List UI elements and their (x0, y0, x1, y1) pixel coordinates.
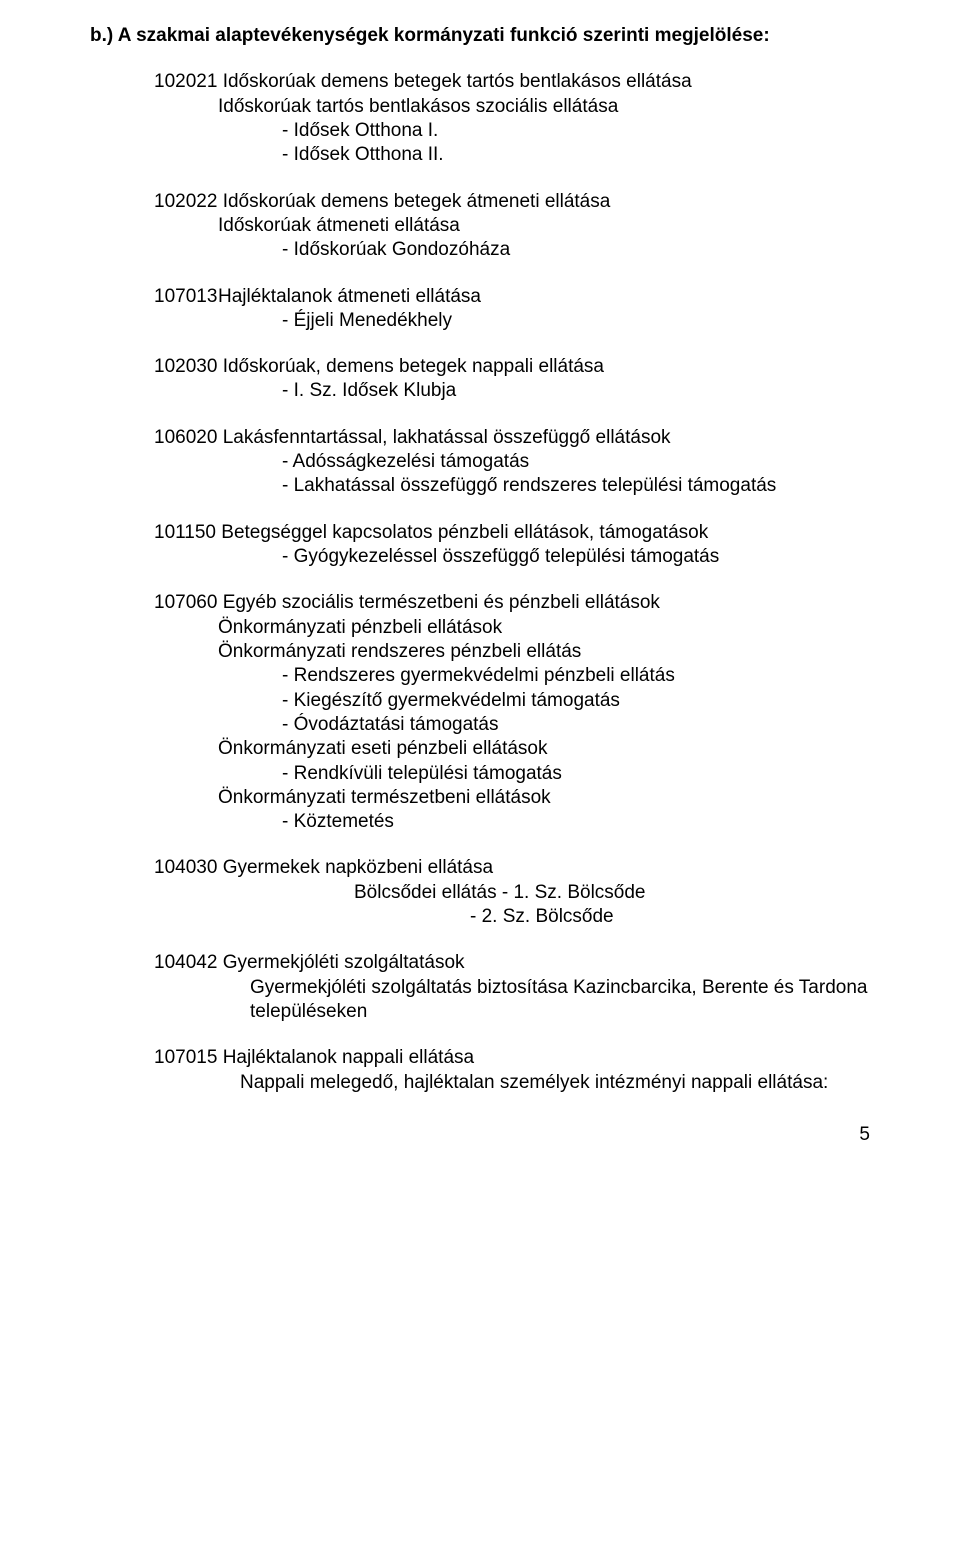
entry-102030: 102030 Időskorúak, demens betegek nappal… (90, 355, 870, 404)
entry-106020-sub1: - Adósságkezelési támogatás (90, 450, 870, 474)
entry-107013-sub1: - Éjjeli Menedékhely (90, 309, 870, 333)
entry-107015: 107015 Hajléktalanok nappali ellátása Na… (90, 1046, 870, 1095)
entry-102022-sub2: - Időskorúak Gondozóháza (90, 238, 870, 262)
entry-104030-title: Gyermekek napközbeni ellátása (223, 857, 493, 878)
entry-102022: 102022 Időskorúak demens betegek átmenet… (90, 190, 870, 263)
entry-107060-l4: - Kiegészítő gyermekvédelmi támogatás (90, 689, 870, 713)
entry-107060-code: 107060 (154, 592, 217, 613)
entry-107013-line1: 107013 Hajléktalanok átmeneti ellátása (90, 285, 870, 309)
entry-107060-l3: - Rendszeres gyermekvédelmi pénzbeli ell… (90, 664, 870, 688)
entry-107060-l6: Önkormányzati eseti pénzbeli ellátások (90, 737, 870, 761)
entry-107060-l2: Önkormányzati rendszeres pénzbeli ellátá… (90, 640, 870, 664)
entry-106020-sub2: - Lakhatással összefüggő rendszeres tele… (90, 474, 870, 498)
document-page: b.) A szakmai alaptevékenységek kormányz… (0, 0, 960, 1187)
entry-104030-sub1: Bölcsődei ellátás - 1. Sz. Bölcsőde (90, 881, 870, 905)
entry-107060-l7: - Rendkívüli települési támogatás (90, 762, 870, 786)
entry-107015-sub1: Nappali melegedő, hajléktalan személyek … (90, 1071, 870, 1095)
entry-102021-sub3: - Idősek Otthona II. (90, 143, 870, 167)
entry-107013-title: Hajléktalanok átmeneti ellátása (218, 285, 870, 309)
entry-107060-l1: Önkormányzati pénzbeli ellátások (90, 616, 870, 640)
entry-104042-code: 104042 (154, 952, 217, 973)
entry-107060-l9: - Köztemetés (90, 810, 870, 834)
entry-102030-line1: 102030 Időskorúak, demens betegek nappal… (90, 355, 870, 379)
entry-102021: 102021 Időskorúak demens betegek tartós … (90, 70, 870, 167)
entry-107060-line1: 107060 Egyéb szociális természetbeni és … (90, 591, 870, 615)
entry-107060-l5: - Óvodáztatási támogatás (90, 713, 870, 737)
entry-101150-line1: 101150 Betegséggel kapcsolatos pénzbeli … (90, 521, 870, 545)
entry-102021-sub2: - Idősek Otthona I. (90, 119, 870, 143)
entry-104042: 104042 Gyermekjóléti szolgáltatások Gyer… (90, 951, 870, 1024)
entry-106020-title: Lakásfenntartással, lakhatással összefüg… (223, 427, 671, 448)
entry-102030-title: Időskorúak, demens betegek nappali ellát… (223, 356, 604, 377)
entry-107060-l8: Önkormányzati természetbeni ellátások (90, 786, 870, 810)
entry-102021-title: Időskorúak demens betegek tartós bentlak… (223, 71, 692, 92)
entry-104030-code: 104030 (154, 857, 217, 878)
entry-101150-sub1: - Gyógykezeléssel összefüggő települési … (90, 545, 870, 569)
entry-102030-sub1: - I. Sz. Idősek Klubja (90, 379, 870, 403)
entry-102022-title: Időskorúak demens betegek átmeneti ellát… (223, 191, 611, 212)
entry-107013-code: 107013 (90, 285, 218, 309)
entry-106020-code: 106020 (154, 427, 217, 448)
entry-102030-code: 102030 (154, 356, 217, 377)
entry-104030-line1: 104030 Gyermekek napközbeni ellátása (90, 856, 870, 880)
entry-102021-code: 102021 (154, 71, 217, 92)
section-b-heading: b.) A szakmai alaptevékenységek kormányz… (90, 24, 870, 48)
entry-104042-sub1: Gyermekjóléti szolgáltatás biztosítása K… (90, 976, 870, 1025)
entry-107060: 107060 Egyéb szociális természetbeni és … (90, 591, 870, 834)
entry-101150-title: Betegséggel kapcsolatos pénzbeli ellátás… (221, 522, 708, 543)
entry-106020-line1: 106020 Lakásfenntartással, lakhatással ö… (90, 426, 870, 450)
entry-104042-line1: 104042 Gyermekjóléti szolgáltatások (90, 951, 870, 975)
entry-102022-sub1: Időskorúak átmeneti ellátása (90, 214, 870, 238)
entry-107015-line1: 107015 Hajléktalanok nappali ellátása (90, 1046, 870, 1070)
entry-102021-line1: 102021 Időskorúak demens betegek tartós … (90, 70, 870, 94)
entry-104030: 104030 Gyermekek napközbeni ellátása Böl… (90, 856, 870, 929)
page-number: 5 (90, 1123, 870, 1147)
entry-106020: 106020 Lakásfenntartással, lakhatással ö… (90, 426, 870, 499)
entry-102021-sub1: Időskorúak tartós bentlakásos szociális … (90, 95, 870, 119)
entry-107060-title: Egyéb szociális természetbeni és pénzbel… (223, 592, 660, 613)
entry-107013: 107013 Hajléktalanok átmeneti ellátása -… (90, 285, 870, 334)
entry-102022-line1: 102022 Időskorúak demens betegek átmenet… (90, 190, 870, 214)
entry-107015-code: 107015 (154, 1047, 217, 1068)
entry-102022-code: 102022 (154, 191, 217, 212)
entry-107015-title: Hajléktalanok nappali ellátása (223, 1047, 474, 1068)
entry-104042-title: Gyermekjóléti szolgáltatások (223, 952, 465, 973)
entry-101150: 101150 Betegséggel kapcsolatos pénzbeli … (90, 521, 870, 570)
entry-104030-sub2: - 2. Sz. Bölcsőde (90, 905, 870, 929)
entry-101150-code: 101150 (154, 522, 216, 543)
section-b-heading-text: b.) A szakmai alaptevékenységek kormányz… (90, 25, 770, 46)
